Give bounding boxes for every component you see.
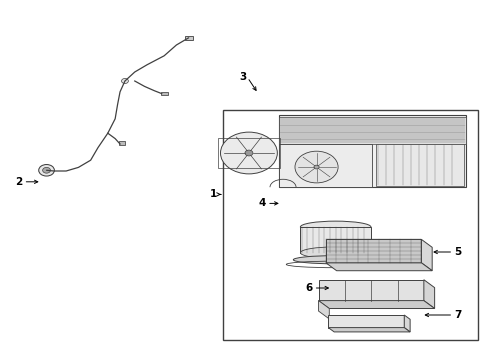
Polygon shape <box>318 301 329 319</box>
Circle shape <box>314 165 319 169</box>
Bar <box>161 92 168 95</box>
Polygon shape <box>424 280 435 309</box>
Circle shape <box>220 132 277 174</box>
Bar <box>279 115 465 187</box>
Polygon shape <box>421 239 432 271</box>
Ellipse shape <box>300 221 371 233</box>
Bar <box>279 117 465 144</box>
Bar <box>119 141 125 145</box>
Text: 5: 5 <box>455 247 462 257</box>
Bar <box>218 138 280 168</box>
Circle shape <box>43 167 50 173</box>
Bar <box>318 280 424 301</box>
Polygon shape <box>328 328 410 332</box>
Ellipse shape <box>294 256 378 264</box>
Circle shape <box>295 151 338 183</box>
Bar <box>376 144 464 186</box>
Text: 2: 2 <box>15 177 22 187</box>
Bar <box>300 227 371 253</box>
Circle shape <box>39 165 54 176</box>
Bar <box>279 144 372 187</box>
Ellipse shape <box>300 247 371 258</box>
Bar <box>326 239 421 263</box>
Text: 1: 1 <box>210 189 217 199</box>
Text: 4: 4 <box>258 198 266 208</box>
Polygon shape <box>404 315 410 332</box>
Circle shape <box>122 78 128 84</box>
Polygon shape <box>326 263 432 271</box>
Circle shape <box>245 150 253 156</box>
Text: 3: 3 <box>239 72 246 82</box>
Text: 7: 7 <box>454 310 462 320</box>
Bar <box>223 110 478 340</box>
Bar <box>185 36 193 40</box>
Bar <box>328 315 404 328</box>
Polygon shape <box>318 301 435 309</box>
Text: 6: 6 <box>305 283 312 293</box>
